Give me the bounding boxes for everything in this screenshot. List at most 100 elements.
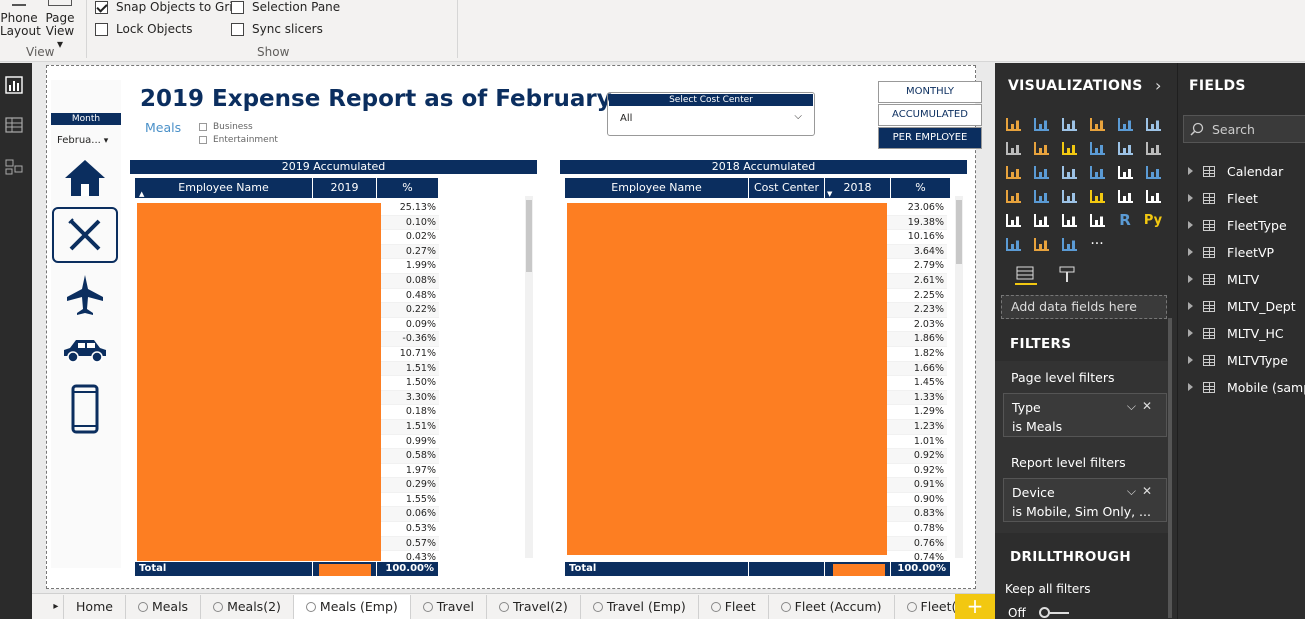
collapse-pane-icon[interactable]: ›	[1155, 76, 1162, 95]
field-table-fleet[interactable]: Fleet	[1188, 189, 1258, 207]
expand-arrow-icon[interactable]	[1188, 194, 1193, 202]
visual-type-icon[interactable]	[1087, 211, 1107, 229]
tab-travel-2[interactable]: Travel(2)	[487, 595, 581, 619]
scroll-thumb[interactable]	[956, 200, 962, 264]
visual-type-icon[interactable]	[1003, 115, 1023, 133]
report-filter-card[interactable]: Device is Mobile, Sim Only, ... ⌵✕	[1003, 478, 1167, 522]
visual-type-icon[interactable]	[1031, 115, 1051, 133]
month-slicer-dropdown[interactable]: Februa... ▾	[57, 134, 123, 148]
col-2018[interactable]: ▼ 2018	[825, 178, 891, 198]
tab-fleet[interactable]: Fleet	[699, 595, 769, 619]
tab-fleet-accum[interactable]: Fleet (Accum)	[769, 595, 895, 619]
visual-type-icon[interactable]	[1031, 187, 1051, 205]
visual-type-icon[interactable]	[1087, 139, 1107, 157]
phone-layout-button[interactable]: Phone Layout	[0, 0, 41, 38]
tab-travel[interactable]: Travel	[411, 595, 487, 619]
field-table-mltv-dept[interactable]: MLTV_Dept	[1188, 297, 1296, 315]
type-option-business[interactable]: Business	[199, 120, 278, 133]
expand-arrow-icon[interactable]	[1188, 356, 1193, 364]
visual-type-icon[interactable]	[1003, 211, 1023, 229]
visual-type-icon[interactable]	[1143, 115, 1163, 133]
col-cost-center[interactable]: Cost Center	[749, 178, 825, 198]
col-employee-name[interactable]: Employee Name ▲	[135, 178, 313, 198]
tab-meals-emp[interactable]: Meals (Emp)	[293, 595, 411, 619]
visual-type-icon[interactable]	[1003, 139, 1023, 157]
model-view-icon[interactable]	[4, 157, 24, 177]
expand-arrow-icon[interactable]	[1188, 302, 1193, 310]
visual-type-icon[interactable]	[1059, 163, 1079, 181]
visual-type-icon[interactable]	[1059, 235, 1079, 253]
expand-arrow-icon[interactable]	[1188, 167, 1193, 175]
col-employee-name[interactable]: Employee Name	[565, 178, 749, 198]
visual-type-icon[interactable]	[1031, 235, 1051, 253]
scroll-thumb[interactable]	[526, 200, 532, 272]
visual-type-icon[interactable]	[1031, 163, 1051, 181]
visual-type-icon[interactable]	[1115, 139, 1135, 157]
visual-type-icon[interactable]	[1115, 163, 1135, 181]
nav-travel-button[interactable]	[52, 267, 118, 323]
format-tab-icon[interactable]	[1057, 265, 1079, 285]
visual-type-icon[interactable]	[1143, 163, 1163, 181]
visual-type-icon[interactable]	[1059, 187, 1079, 205]
visual-type-icon[interactable]	[1003, 235, 1023, 253]
nav-mobile-button[interactable]	[52, 380, 118, 438]
expand-arrow-icon[interactable]	[1188, 221, 1193, 229]
tab-travel-emp[interactable]: Travel (Emp)	[581, 595, 699, 619]
visual-type-icon[interactable]: ···	[1090, 236, 1104, 252]
tab-scroll-left[interactable]	[32, 595, 49, 619]
pane-scrollbar[interactable]	[1168, 318, 1172, 618]
visual-type-icon[interactable]	[1115, 115, 1135, 133]
field-table-mobile-sample[interactable]: Mobile (sample)	[1188, 378, 1305, 396]
field-table-mltv[interactable]: MLTV	[1188, 270, 1259, 288]
tab-scroll-right-icon[interactable]: ▸	[49, 595, 65, 619]
field-table-calendar[interactable]: Calendar	[1188, 162, 1283, 180]
visual-type-icon[interactable]	[1031, 211, 1051, 229]
add-data-fields-well[interactable]: Add data fields here	[1001, 295, 1167, 319]
fields-well-tab-icon[interactable]	[1015, 265, 1037, 285]
per-employee-button[interactable]: PER EMPLOYEE	[878, 127, 982, 149]
page-filter-card[interactable]: Type is Meals ⌵✕	[1003, 393, 1167, 437]
data-view-icon[interactable]	[4, 115, 24, 135]
visual-type-icon[interactable]	[1087, 163, 1107, 181]
visual-type-icon[interactable]	[1115, 187, 1135, 205]
tab-home[interactable]: Home	[64, 595, 126, 619]
field-table-fleetvp[interactable]: FleetVP	[1188, 243, 1274, 261]
tab-meals[interactable]: Meals	[126, 595, 202, 619]
tab-meals-2[interactable]: Meals(2)	[201, 595, 294, 619]
visual-type-icon[interactable]	[1087, 115, 1107, 133]
visual-type-icon[interactable]	[1143, 139, 1163, 157]
expand-arrow-icon[interactable]	[1188, 383, 1193, 391]
sync-slicers-checkbox[interactable]: Sync slicers	[231, 22, 323, 36]
nav-home-button[interactable]	[52, 150, 118, 206]
monthly-button[interactable]: MONTHLY	[878, 81, 982, 103]
visual-type-icon[interactable]: Py	[1143, 212, 1163, 228]
col-pct[interactable]: %	[377, 178, 439, 198]
lock-objects-checkbox[interactable]: Lock Objects	[95, 22, 193, 36]
visual-type-icon[interactable]	[1059, 115, 1079, 133]
expand-arrow-icon[interactable]	[1188, 275, 1193, 283]
field-table-mltv-hc[interactable]: MLTV_HC	[1188, 324, 1284, 342]
fields-search-box[interactable]: Search	[1183, 115, 1305, 143]
table-2019-scrollbar[interactable]	[525, 196, 533, 558]
keep-filters-toggle[interactable]	[1039, 607, 1069, 618]
visual-type-icon[interactable]	[1003, 187, 1023, 205]
visual-type-icon[interactable]	[1059, 139, 1079, 157]
expand-arrow-icon[interactable]	[1188, 248, 1193, 256]
accumulated-button[interactable]: ACCUMULATED	[878, 104, 982, 126]
visual-type-icon[interactable]	[1143, 187, 1163, 205]
report-view-icon[interactable]	[4, 75, 24, 95]
visual-type-icon[interactable]: R	[1119, 211, 1131, 229]
filter-expand-close-icons[interactable]: ⌵✕	[1126, 484, 1158, 498]
expand-arrow-icon[interactable]	[1188, 329, 1193, 337]
filter-expand-close-icons[interactable]: ⌵✕	[1126, 399, 1158, 413]
nav-fleet-button[interactable]	[52, 323, 118, 379]
visual-type-icon[interactable]	[1087, 187, 1107, 205]
table-2018-scrollbar[interactable]	[955, 196, 963, 558]
selection-pane-checkbox[interactable]: Selection Pane	[231, 0, 340, 14]
visual-type-icon[interactable]	[1059, 211, 1079, 229]
field-table-fleettype[interactable]: FleetType	[1188, 216, 1287, 234]
col-2019[interactable]: 2019	[313, 178, 377, 198]
page-view-button[interactable]: Page View ▾	[42, 0, 78, 51]
add-page-button[interactable]: +	[955, 594, 995, 619]
cost-center-slicer[interactable]: Select Cost Center All ⌵	[607, 92, 815, 136]
